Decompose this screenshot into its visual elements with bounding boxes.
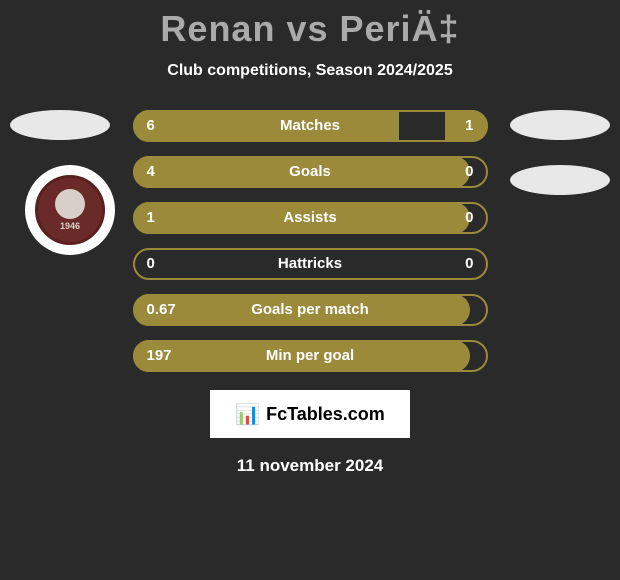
player-right-oval-1 xyxy=(510,110,610,140)
stat-label: Assists xyxy=(133,202,488,234)
stat-row: Assists1 0 xyxy=(133,202,488,234)
club-logo-inner: 1946 xyxy=(35,175,105,245)
stat-value-left: 1 xyxy=(147,202,155,234)
player-left-oval xyxy=(10,110,110,140)
ball-icon xyxy=(55,189,85,219)
stat-row: Goals4 0 xyxy=(133,156,488,188)
stat-rows: Matches61Goals40Assists10Hattricks00Goal… xyxy=(133,110,488,372)
stat-value-left: 0.67 xyxy=(147,294,176,326)
stat-value-left: 0 xyxy=(147,248,155,280)
stat-label: Goals per match xyxy=(133,294,488,326)
stat-value-right: 0 xyxy=(465,248,473,280)
stat-value-left: 6 xyxy=(147,110,155,142)
page-title: Renan vs PeriÄ‡ xyxy=(0,8,620,50)
container: Renan vs PeriÄ‡ Club competitions, Seaso… xyxy=(0,0,620,476)
stat-value-right: 1 xyxy=(465,110,473,142)
date-text: 11 november 2024 xyxy=(0,456,620,476)
stat-value-left: 197 xyxy=(147,340,172,372)
stat-value-right: 0 xyxy=(465,156,473,188)
chart-area: 1946 Matches61Goals40Assists10Hattricks0… xyxy=(0,110,620,372)
club-year: 1946 xyxy=(60,221,80,231)
stat-row: Hattricks0 0 xyxy=(133,248,488,280)
stat-row: Goals per match0.67 xyxy=(133,294,488,326)
stat-row: Min per goal197 xyxy=(133,340,488,372)
subtitle: Club competitions, Season 2024/2025 xyxy=(0,62,620,80)
stat-row: Matches6 1 xyxy=(133,110,488,142)
stat-label: Goals xyxy=(133,156,488,188)
branding: 📊 FcTables.com xyxy=(210,390,410,438)
stat-label: Min per goal xyxy=(133,340,488,372)
stat-label: Hattricks xyxy=(133,248,488,280)
stat-label: Matches xyxy=(133,110,488,142)
player-right-oval-2 xyxy=(510,165,610,195)
brand-text: FcTables.com xyxy=(266,404,385,425)
stat-value-right: 0 xyxy=(465,202,473,234)
club-logo: 1946 xyxy=(25,165,115,255)
stat-value-left: 4 xyxy=(147,156,155,188)
brand-mark-icon: 📊 xyxy=(235,402,260,427)
